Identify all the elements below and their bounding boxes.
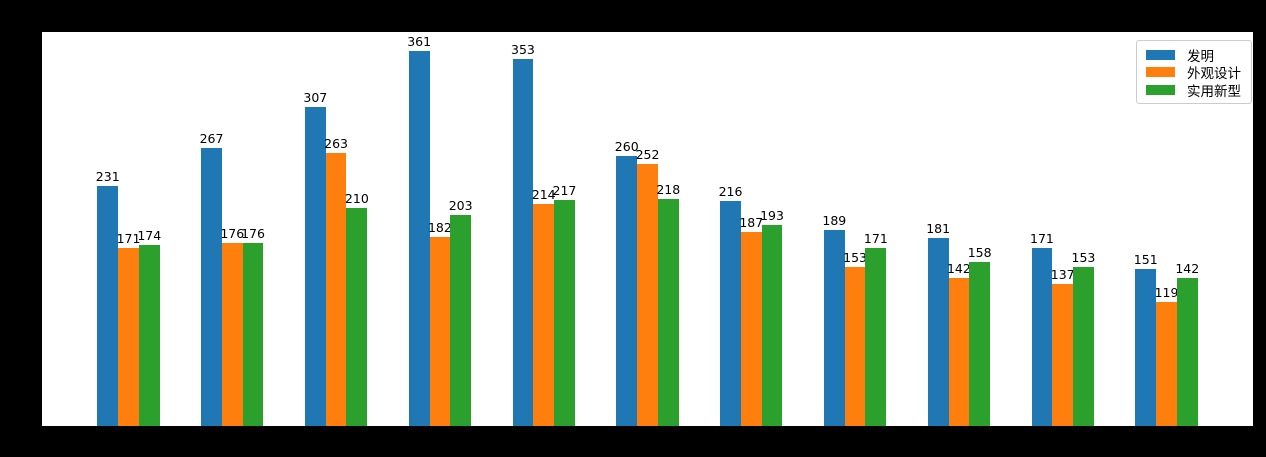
bar-value-label: 158 xyxy=(967,244,992,260)
bar-value-label: 189 xyxy=(822,212,847,228)
bar xyxy=(346,207,368,426)
bar xyxy=(533,203,555,426)
bar xyxy=(844,266,866,426)
bar xyxy=(450,214,472,426)
bar xyxy=(221,243,243,426)
bar-value-label: 174 xyxy=(137,228,162,244)
plot-area: 231 171 174 267 176 176 307 263 210 361 182 203 353 2… xyxy=(42,32,1253,426)
bar xyxy=(1073,266,1094,426)
bar xyxy=(242,243,264,426)
bar-value-label: 171 xyxy=(863,231,888,247)
bar-value-label: 176 xyxy=(220,226,245,242)
bar-value-label: 218 xyxy=(656,182,681,198)
bar-value-label: 153 xyxy=(843,249,868,265)
bar-value-label: 171 xyxy=(1030,231,1054,247)
legend-label: 实用新型 xyxy=(1187,83,1241,100)
bar-value-label: 151 xyxy=(1133,252,1158,268)
bar-value-label: 119 xyxy=(1154,285,1179,301)
legend-swatch-icon xyxy=(1146,49,1175,60)
bar-value-label: 231 xyxy=(95,168,120,184)
bar xyxy=(1052,283,1074,426)
legend-item: 实用新型 xyxy=(1146,81,1243,100)
legend-swatch-icon xyxy=(1146,84,1175,95)
bar-value-label: 260 xyxy=(614,138,639,154)
bar xyxy=(740,231,762,426)
legend-label: 发明 xyxy=(1187,48,1214,65)
bar-value-label: 361 xyxy=(407,33,432,49)
bar xyxy=(512,59,534,426)
bar-value-label: 353 xyxy=(511,42,535,58)
bar-value-label: 252 xyxy=(635,147,660,163)
bar-value-label: 267 xyxy=(199,131,224,147)
bar xyxy=(865,248,887,426)
bar xyxy=(720,201,741,426)
bar-value-label: 137 xyxy=(1050,266,1075,282)
bar-value-label: 142 xyxy=(1175,261,1200,277)
bar-value-label: 263 xyxy=(324,135,349,151)
bar-value-label: 307 xyxy=(303,89,328,105)
bar xyxy=(97,185,119,426)
bar-value-label: 193 xyxy=(760,208,784,224)
bar xyxy=(823,229,845,426)
bar-value-label: 203 xyxy=(448,197,473,213)
bar-value-label: 182 xyxy=(427,219,452,235)
bar-value-label: 217 xyxy=(552,183,577,199)
bar-value-label: 181 xyxy=(926,220,951,236)
bar xyxy=(616,155,638,426)
bar-value-label: 210 xyxy=(344,190,369,206)
bar xyxy=(201,148,222,426)
bar xyxy=(927,237,949,426)
bar xyxy=(1176,278,1198,426)
legend-item: 发明 xyxy=(1146,46,1243,65)
bars-layer: 231 171 174 267 176 176 307 263 210 361 182 203 353 2… xyxy=(42,32,1253,426)
bar xyxy=(118,248,139,426)
bar-value-label: 153 xyxy=(1071,249,1096,265)
bar xyxy=(761,225,783,426)
bar xyxy=(948,278,970,426)
bar-value-label: 216 xyxy=(718,184,743,200)
bar xyxy=(1156,302,1177,426)
bar xyxy=(429,236,451,426)
bar xyxy=(304,106,326,426)
bar xyxy=(1135,269,1157,426)
legend-item: 外观设计 xyxy=(1146,64,1243,82)
legend: 发明 外观设计 实用新型 xyxy=(1136,40,1252,104)
bar xyxy=(1031,248,1053,426)
bar xyxy=(637,164,658,426)
bar-value-label: 176 xyxy=(241,226,265,242)
legend-swatch-icon xyxy=(1146,67,1175,77)
bar xyxy=(554,200,575,426)
bar-value-label: 214 xyxy=(531,186,556,202)
bar xyxy=(325,152,347,426)
bar-value-label: 171 xyxy=(116,231,141,247)
bar-value-label: 142 xyxy=(946,261,971,277)
legend-label: 外观设计 xyxy=(1187,66,1241,82)
bar xyxy=(138,245,160,426)
bar xyxy=(969,261,991,426)
bar-value-label: 187 xyxy=(739,214,764,230)
bar xyxy=(657,199,679,426)
bar xyxy=(408,50,430,426)
